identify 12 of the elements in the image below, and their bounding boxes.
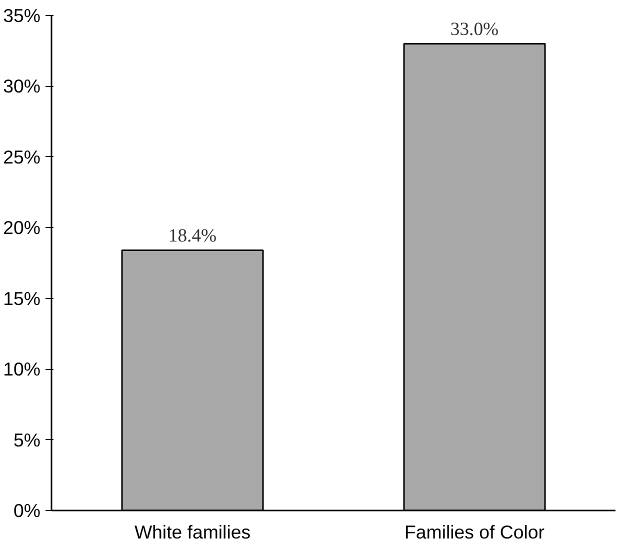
- data-label: 18.4%: [168, 225, 217, 246]
- y-tick-label: 0%: [14, 500, 41, 521]
- y-tick-label: 10%: [3, 358, 41, 380]
- y-tick-label: 25%: [3, 146, 41, 168]
- data-label: 33.0%: [450, 18, 499, 40]
- y-tick-label: 30%: [3, 76, 41, 97]
- x-tick-label: White families: [134, 522, 251, 542]
- y-tick-label: 35%: [3, 5, 41, 26]
- y-tick-label: 5%: [14, 429, 41, 450]
- x-tick-label: Families of Color: [404, 522, 544, 542]
- y-tick-label: 15%: [3, 288, 41, 309]
- y-tick-label: 20%: [3, 217, 41, 238]
